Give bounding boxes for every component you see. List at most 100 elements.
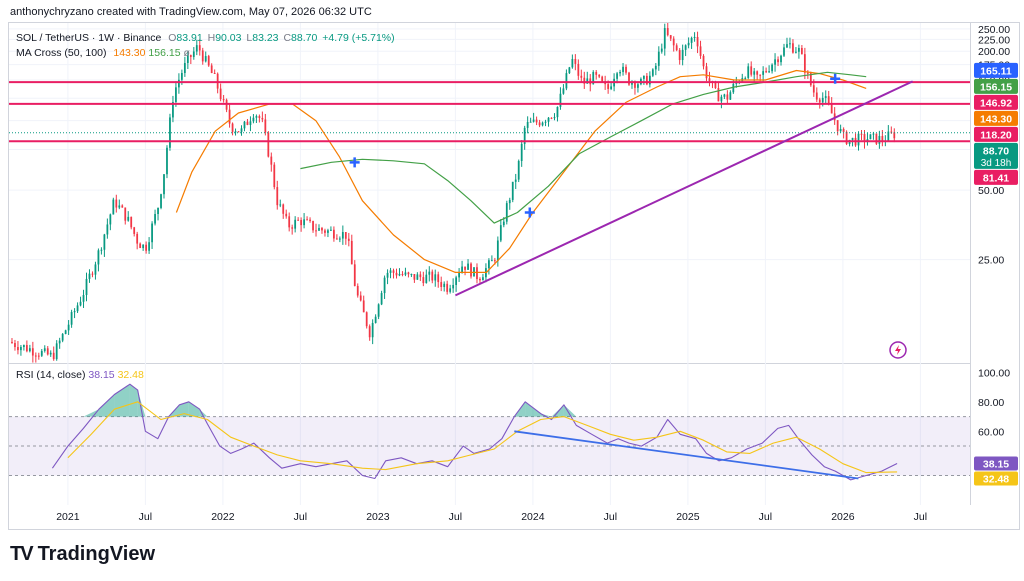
candle-body — [607, 84, 610, 89]
candle-body — [723, 94, 726, 97]
tradingview-mark-icon: TV — [10, 543, 34, 565]
candle-body — [651, 69, 654, 76]
candle-body — [172, 102, 174, 118]
candle-body — [565, 73, 568, 89]
candle-body — [347, 238, 350, 241]
candle-body — [893, 132, 896, 139]
candle-body — [315, 230, 317, 232]
candle-body — [541, 122, 544, 126]
symbol-row[interactable]: SOL / TetherUS · 1W · Binance O83.91 H90… — [16, 31, 397, 46]
candle-body — [717, 88, 720, 102]
open-value: 83.91 — [176, 32, 203, 44]
candle-body — [839, 129, 842, 132]
candle-body — [309, 219, 311, 222]
candle-body — [109, 214, 112, 225]
candle-body — [490, 260, 493, 262]
candle-body — [213, 73, 216, 75]
candle-body — [872, 133, 875, 135]
candle-body — [544, 121, 547, 123]
candle-body — [499, 225, 502, 241]
candle-body — [720, 96, 723, 102]
candle-body — [333, 229, 335, 239]
candle-body — [115, 199, 118, 208]
candle-body — [17, 347, 19, 351]
candle-body — [189, 55, 192, 57]
tradingview-logo[interactable]: TV TradingView — [10, 543, 155, 566]
price-tick-label: 225.00 — [978, 34, 1010, 46]
high-key: H — [207, 32, 216, 44]
candle-body — [178, 79, 180, 88]
price-tag-bg — [974, 169, 1018, 185]
price-tag-bg — [974, 456, 1018, 471]
ma-row[interactable]: MA Cross (50, 100) 143.30 156.15 ø — [16, 46, 397, 61]
candle-body — [285, 213, 288, 217]
candle-body — [616, 73, 618, 79]
price-tag-bg — [974, 110, 1018, 126]
candle-body — [777, 59, 779, 63]
candle-body — [413, 274, 416, 280]
candle-body — [198, 45, 201, 51]
candle-body — [401, 274, 404, 276]
price-tag-label: 156.15 — [980, 81, 1012, 93]
symbol-title[interactable]: SOL / TetherUS · 1W · Binance — [16, 32, 162, 44]
candle-body — [398, 274, 401, 276]
candle-body — [455, 277, 458, 285]
ma-cross-label[interactable]: MA Cross (50, 100) — [16, 47, 107, 59]
candle-body — [800, 48, 803, 55]
candle-body — [127, 216, 130, 221]
candle-body — [648, 75, 651, 85]
candle-body — [857, 133, 860, 146]
candle-body — [452, 284, 455, 289]
candle-body — [601, 76, 604, 82]
candle-body — [789, 43, 791, 45]
candle-body — [744, 77, 747, 79]
price-legend[interactable]: SOL / TetherUS · 1W · Binance O83.91 H90… — [16, 31, 397, 61]
candle-body — [97, 250, 100, 265]
candle-body — [660, 48, 663, 52]
candle-body — [860, 133, 863, 135]
rsi-tick-label: 100.00 — [978, 367, 1010, 379]
candle-body — [666, 28, 669, 36]
candle-body — [34, 355, 37, 357]
candle-body — [571, 58, 574, 68]
candle-body — [64, 330, 67, 334]
candle-body — [85, 278, 88, 296]
rsi-layer — [9, 383, 970, 481]
rsi-legend[interactable]: RSI (14, close) 38.15 32.48 — [16, 369, 144, 381]
candle-body — [312, 221, 314, 231]
candle-body — [49, 352, 52, 355]
candle-body — [821, 97, 824, 103]
candle-body — [279, 204, 282, 206]
rsi-label[interactable]: RSI (14, close) — [16, 369, 86, 381]
candle-body — [14, 343, 16, 348]
price-tick-label: 50.00 — [978, 185, 1004, 197]
time-tick-label: 2022 — [211, 511, 235, 523]
rsi-overbought-fill — [199, 409, 208, 417]
candle-body — [771, 64, 773, 72]
candle-body — [878, 135, 881, 144]
candle-body — [374, 316, 377, 323]
ma-100-line — [300, 71, 867, 224]
candle-body — [842, 129, 845, 132]
ma-cross-marker — [349, 157, 360, 168]
candle-body — [750, 66, 753, 75]
change-value: +4.79 (+5.71%) — [322, 32, 395, 44]
candle-body — [234, 131, 237, 133]
candle-body — [318, 228, 320, 231]
candle-body — [479, 278, 481, 281]
candle-body — [43, 348, 46, 351]
price-tick-label: 25.00 — [978, 255, 1004, 267]
candle-body — [300, 220, 303, 226]
candle-body — [768, 71, 770, 73]
candle-body — [204, 56, 207, 62]
rsi-line — [51, 383, 898, 481]
candle-body — [702, 55, 705, 67]
candle-body — [756, 71, 759, 75]
candle-body — [586, 78, 589, 84]
price-scale-tag: 81.41 — [974, 169, 1018, 185]
candle-body — [684, 45, 687, 50]
candle-body — [708, 78, 711, 82]
candle-body — [437, 274, 440, 283]
candle-body — [23, 345, 25, 348]
